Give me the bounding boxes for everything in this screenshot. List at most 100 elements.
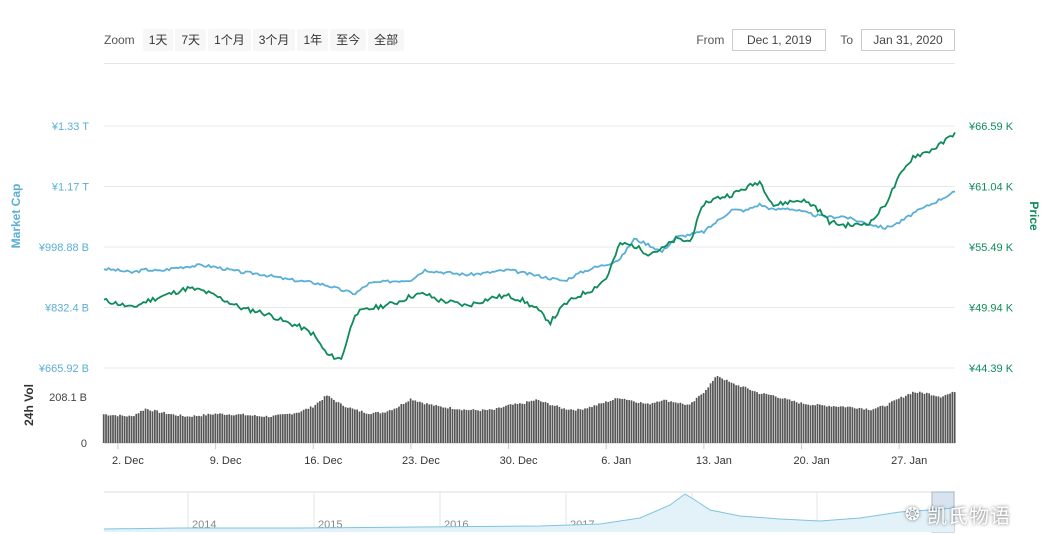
- volume-bar: [405, 402, 407, 443]
- volume-bar: [398, 406, 400, 443]
- x-tick-label: 23. Dec: [402, 455, 440, 467]
- volume-bar: [932, 395, 935, 443]
- volume-bar: [832, 406, 835, 443]
- x-tick-label: 20. Jan: [793, 455, 829, 467]
- volume-bar: [235, 414, 238, 443]
- volume-bar: [509, 404, 512, 443]
- volume-bar: [288, 413, 291, 443]
- volume-bar: [305, 408, 307, 443]
- volume-bar: [549, 405, 551, 443]
- volume-bar: [686, 404, 689, 443]
- volume-bar: [651, 403, 654, 443]
- volume-bar: [535, 399, 538, 443]
- volume-bar: [888, 402, 891, 443]
- volume-bar: [798, 403, 800, 443]
- volume-bar: [198, 415, 200, 443]
- volume-bar: [800, 402, 803, 443]
- volume-bar: [781, 398, 784, 443]
- volume-bar: [128, 415, 131, 443]
- volume-bar: [328, 396, 331, 443]
- volume-bar: [221, 413, 224, 443]
- volume-bar: [528, 401, 531, 443]
- volume-bar: [567, 409, 570, 443]
- volume-bar: [267, 417, 270, 443]
- volume-bar: [505, 405, 507, 443]
- zoom-button-3m[interactable]: 3个月: [252, 29, 296, 51]
- left-tick-label: ¥832.4 B: [44, 303, 89, 315]
- volume-bar: [865, 408, 868, 443]
- volume-bar: [667, 402, 670, 443]
- volume-bar: [756, 392, 758, 443]
- x-tick-label: 2. Dec: [112, 455, 144, 467]
- volume-bar: [316, 402, 319, 443]
- volume-bar: [600, 403, 603, 443]
- volume-bar: [809, 405, 812, 443]
- zoom-button-ytd[interactable]: 至今: [330, 29, 367, 51]
- volume-bar: [539, 401, 542, 443]
- volume-bar: [179, 414, 182, 443]
- zoom-button-all[interactable]: 全部: [368, 29, 405, 51]
- to-label: To: [840, 33, 853, 47]
- volume-bar: [942, 396, 944, 443]
- volume-bar: [688, 404, 691, 443]
- volume-bar: [381, 412, 384, 443]
- volume-bar: [944, 395, 947, 443]
- zoom-button-1y[interactable]: 1年: [297, 29, 329, 51]
- volume-bar: [635, 402, 638, 443]
- volume-bar: [507, 404, 510, 443]
- volume-bar: [872, 409, 875, 443]
- volume-bar: [188, 416, 191, 443]
- volume-bar: [946, 394, 949, 443]
- from-date-input[interactable]: Dec 1, 2019: [732, 29, 827, 51]
- volume-bar: [519, 403, 521, 443]
- volume-bar: [498, 407, 500, 443]
- zoom-button-7d[interactable]: 7天: [175, 29, 207, 51]
- volume-bar: [893, 400, 896, 443]
- volume-bar: [349, 407, 352, 443]
- volume-bar: [821, 405, 824, 443]
- volume-bar: [949, 393, 951, 443]
- volume-bar: [242, 413, 245, 443]
- zoom-button-1d[interactable]: 1天: [142, 29, 174, 51]
- volume-bar: [925, 392, 928, 443]
- volume-bar: [574, 410, 577, 443]
- left-axis-title: Market Cap: [9, 184, 23, 249]
- volume-bar: [895, 399, 898, 443]
- volume-bar: [395, 408, 398, 443]
- volume-bar: [212, 414, 214, 443]
- volume-bar: [112, 415, 114, 443]
- volume-bar: [167, 413, 170, 443]
- volume-bar: [537, 399, 540, 443]
- volume-bar: [886, 405, 889, 443]
- volume-bar: [319, 401, 321, 443]
- left-tick-label: ¥1.33 T: [51, 121, 89, 133]
- volume-bar: [607, 402, 610, 443]
- volume-bar: [377, 411, 379, 443]
- volume-bar: [105, 414, 107, 443]
- volume-bar: [588, 406, 591, 443]
- volume-bar: [591, 407, 593, 443]
- volume-bar: [133, 416, 135, 443]
- volume-bar: [460, 410, 463, 443]
- x-tick-label: 27. Jan: [891, 455, 927, 467]
- volume-bar: [881, 405, 884, 443]
- volume-bar: [612, 400, 614, 443]
- volume-bar: [251, 415, 254, 443]
- volume-bar: [526, 401, 528, 443]
- volume-bar: [542, 402, 545, 443]
- volume-bar: [246, 415, 249, 443]
- price-line: [103, 131, 956, 361]
- zoom-button-1m[interactable]: 1个月: [208, 29, 251, 51]
- volume-bar: [744, 386, 747, 443]
- volume-bar: [295, 412, 298, 443]
- to-date-input[interactable]: Jan 31, 2020: [861, 29, 955, 51]
- volume-bar: [818, 404, 821, 443]
- volume-bar: [765, 393, 768, 443]
- volume-bar: [905, 395, 907, 443]
- zoom-toolbar: Zoom 1天 7天 1个月 3个月 1年 至今 全部: [104, 29, 406, 51]
- volume-bar: [223, 414, 226, 443]
- volume-bar: [621, 398, 624, 443]
- volume-bar: [384, 412, 386, 443]
- volume-bar: [532, 400, 535, 443]
- volume-bar: [598, 403, 600, 443]
